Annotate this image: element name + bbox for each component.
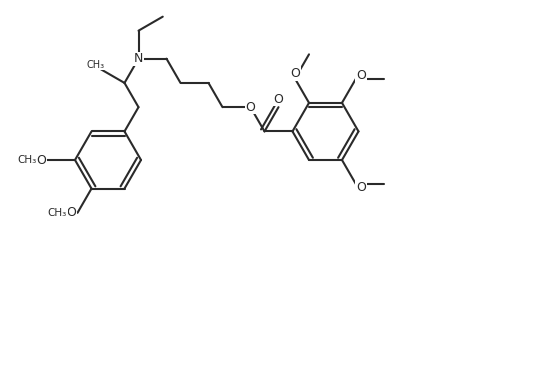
Text: O: O [246,101,255,114]
Text: CH₃: CH₃ [86,60,104,70]
Text: N: N [134,52,143,65]
Text: O: O [36,154,46,166]
Text: CH₃: CH₃ [17,155,36,165]
Text: CH₃: CH₃ [48,208,67,218]
Text: O: O [290,67,300,80]
Text: O: O [356,181,366,194]
Text: O: O [67,206,76,219]
Text: O: O [356,69,366,82]
Text: O: O [274,93,283,106]
